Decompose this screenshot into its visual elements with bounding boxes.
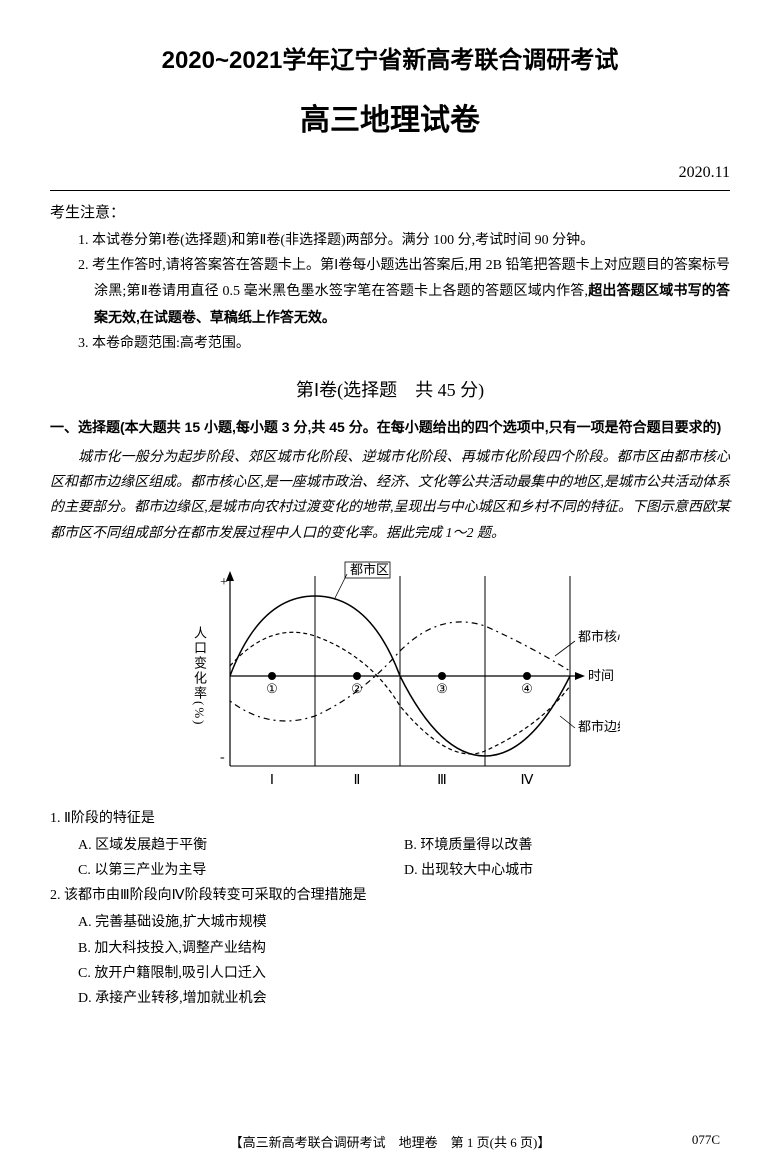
passage-text: 城市化一般分为起步阶段、郊区城市化阶段、逆城市化阶段、再城市化阶段四个阶段。都市… [50, 445, 730, 546]
svg-text:Ⅱ: Ⅱ [354, 773, 361, 788]
q1-opt-a: A. 区域发展趋于平衡 [78, 833, 404, 858]
q2-opt-b: B. 加大科技投入,调整产业结构 [78, 936, 730, 961]
notice-title: 考生注意： [50, 201, 730, 222]
q1-opt-c: C. 以第三产业为主导 [78, 858, 404, 883]
notice-list: 1. 本试卷分第Ⅰ卷(选择题)和第Ⅱ卷(非选择题)两部分。满分 100 分,考试… [50, 228, 730, 356]
svg-text:Ⅳ: Ⅳ [521, 773, 534, 788]
exam-date: 2020.11 [50, 164, 730, 182]
svg-text:②: ② [351, 681, 363, 696]
y-axis-label: 人口变化率(%) [190, 626, 209, 727]
chart-svg: ① ② ③ ④ Ⅰ Ⅱ Ⅲ Ⅳ + - 都市区 都市核心区 都市边缘区 时间 [160, 556, 620, 796]
svg-text:都市区: 都市区 [350, 562, 389, 577]
notice-item-3: 3. 本卷命题范围:高考范围。 [78, 331, 730, 356]
footer-text: 【高三新高考联合调研考试 地理卷 第 1 页(共 6 页)】 [230, 1135, 551, 1150]
population-chart: ① ② ③ ④ Ⅰ Ⅱ Ⅲ Ⅳ + - 都市区 都市核心区 都市边缘区 时间 人… [160, 556, 620, 796]
question-2-options: A. 完善基础设施,扩大城市规模 B. 加大科技投入,调整产业结构 C. 放开户… [50, 910, 730, 1011]
exam-title-main: 2020~2021学年辽宁省新高考联合调研考试 [50, 40, 730, 75]
divider-line [50, 190, 730, 191]
footer-code: 077C [692, 1132, 720, 1148]
question-2: 2. 该都市由Ⅲ阶段向Ⅳ阶段转变可采取的合理措施是 [50, 883, 730, 908]
svg-text:③: ③ [436, 681, 448, 696]
svg-text:-: - [220, 750, 225, 765]
q2-opt-c: C. 放开户籍限制,吸引人口迁入 [78, 961, 730, 986]
svg-text:④: ④ [521, 681, 533, 696]
svg-text:①: ① [266, 681, 278, 696]
q1-opt-d: D. 出现较大中心城市 [404, 858, 730, 883]
question-1-options: A. 区域发展趋于平衡 B. 环境质量得以改善 C. 以第三产业为主导 D. 出… [50, 833, 730, 883]
svg-text:Ⅰ: Ⅰ [270, 773, 274, 788]
q2-opt-a: A. 完善基础设施,扩大城市规模 [78, 910, 730, 935]
page-footer: 【高三新高考联合调研考试 地理卷 第 1 页(共 6 页)】 077C [0, 1132, 780, 1151]
question-1: 1. Ⅱ阶段的特征是 [50, 806, 730, 831]
svg-text:都市边缘区: 都市边缘区 [578, 719, 620, 734]
section-title: 第Ⅰ卷(选择题 共 45 分) [50, 376, 730, 402]
svg-text:+: + [220, 575, 228, 590]
svg-text:Ⅲ: Ⅲ [437, 773, 447, 788]
svg-text:都市核心区: 都市核心区 [578, 629, 620, 644]
question-group-header: 一、选择题(本大题共 15 小题,每小题 3 分,共 45 分。在每小题给出的四… [50, 417, 730, 437]
q1-opt-b: B. 环境质量得以改善 [404, 833, 730, 858]
q2-opt-d: D. 承接产业转移,增加就业机会 [78, 986, 730, 1011]
notice-item-2: 2. 考生作答时,请将答案答在答题卡上。第Ⅰ卷每小题选出答案后,用 2B 铅笔把… [78, 253, 730, 331]
exam-title-sub: 高三地理试卷 [50, 95, 730, 139]
svg-text:时间: 时间 [588, 668, 614, 683]
notice-item-1: 1. 本试卷分第Ⅰ卷(选择题)和第Ⅱ卷(非选择题)两部分。满分 100 分,考试… [78, 228, 730, 253]
